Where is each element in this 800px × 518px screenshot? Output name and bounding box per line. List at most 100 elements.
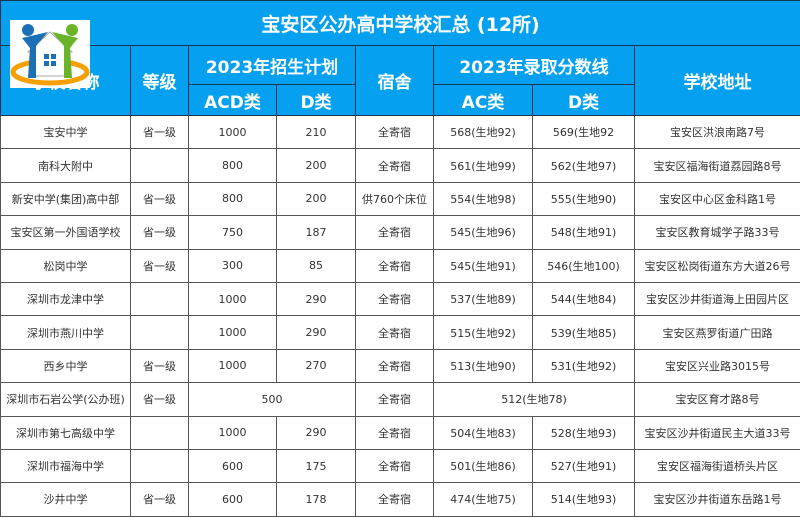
dorm: 全寄宿 — [355, 315, 434, 350]
logo — [10, 20, 90, 88]
score-ac: 501(生地86) — [433, 448, 533, 484]
plan-acd: 1000 — [188, 114, 277, 150]
table-row: 松岗中学 省一级 300 85 全寄宿 545(生地91) 546(生地100) 宝安区松岗街… — [0, 248, 800, 283]
school-name: 深圳市福海中学 — [0, 448, 131, 484]
plan-d: 200 — [276, 148, 356, 183]
plan-acd: 600 — [188, 448, 277, 484]
address: 宝安区燕罗街道广田路 — [633, 315, 800, 350]
school-name: 深圳市龙津中学 — [0, 281, 131, 317]
score-ac: 561(生地99) — [433, 148, 533, 183]
header-address: 学校地址 — [633, 45, 800, 116]
table-row: 深圳市第七高级中学 1000 290 全寄宿 504(生地83) 528(生地93) 宝安区… — [0, 415, 800, 450]
score-d: 562(生地97) — [532, 148, 635, 183]
plan-d: 270 — [276, 348, 356, 384]
level: 省一级 — [130, 248, 189, 283]
level: 省一级 — [130, 181, 189, 217]
dorm: 供760个床位 — [355, 181, 434, 217]
dorm: 全寄宿 — [355, 415, 434, 450]
plan-acd: 600 — [188, 482, 277, 517]
plan-acd: 1000 — [188, 415, 277, 450]
score-ac: 545(生地96) — [433, 215, 533, 250]
school-name: 宝安中学 — [0, 114, 131, 150]
plan-d: 290 — [276, 415, 356, 450]
school-name: 深圳市石岩公学(公办班) — [0, 382, 131, 417]
score-d: 531(生地92) — [532, 348, 635, 384]
table-row: 深圳市燕川中学 1000 290 全寄宿 515(生地92) 539(生地85) 宝安区燕罗… — [0, 315, 800, 350]
plan-d: 175 — [276, 448, 356, 484]
table-row: 西乡中学 省一级 1000 270 全寄宿 513(生地90) 531(生地92) 宝安区兴业… — [0, 348, 800, 384]
table-row: 深圳市龙津中学 1000 290 全寄宿 537(生地89) 544(生地84) 宝安区沙井… — [0, 281, 800, 317]
score-ac: 554(生地98) — [433, 181, 533, 217]
plan-acd: 300 — [188, 248, 277, 283]
dorm: 全寄宿 — [355, 348, 434, 384]
plan-acd: 1000 — [188, 348, 277, 384]
house-people-logo-icon — [10, 24, 90, 86]
plan-d: 210 — [276, 114, 356, 150]
dorm: 全寄宿 — [355, 281, 434, 317]
dorm: 全寄宿 — [355, 215, 434, 250]
score-d: 527(生地91) — [532, 448, 635, 484]
level — [130, 448, 189, 484]
level — [130, 415, 189, 450]
score-d: 569(生地92 — [532, 114, 635, 150]
dorm: 全寄宿 — [355, 114, 434, 150]
address: 宝安区松岗街道东方大道26号 — [633, 248, 800, 283]
dorm: 全寄宿 — [355, 248, 434, 283]
plan-d: 187 — [276, 215, 356, 250]
score-ac: 504(生地83) — [433, 415, 533, 450]
plan-d: 200 — [276, 181, 356, 217]
table-title: 宝安区公办高中学校汇总 (12所) — [0, 0, 800, 46]
plan-acd: 1000 — [188, 281, 277, 317]
table-row: 南科大附中 800 200 全寄宿 561(生地99) 562(生地97) 宝安区福海街道荔… — [0, 148, 800, 183]
address: 宝安区福海街道荔园路8号 — [633, 148, 800, 183]
plan-acd: 800 — [188, 181, 277, 217]
table-row: 深圳市福海中学 600 175 全寄宿 501(生地86) 527(生地91) 宝安区福海街… — [0, 448, 800, 484]
score-d: 548(生地91) — [532, 215, 635, 250]
score-d: 544(生地84) — [532, 281, 635, 317]
table-row: 沙井中学 省一级 600 178 全寄宿 474(生地75) 514(生地93) 宝安区沙井街… — [0, 482, 800, 517]
score-d: 539(生地85) — [532, 315, 635, 350]
address: 宝安区教育城学子路33号 — [633, 215, 800, 250]
school-name: 松岗中学 — [0, 248, 131, 283]
address: 宝安区中心区金科路1号 — [633, 181, 800, 217]
table-row: 深圳市石岩公学(公办班) 省一级 500 全寄宿 512(生地78) 宝安区育才路8号 — [0, 382, 800, 417]
header-d: D类 — [276, 84, 356, 116]
table-row: 宝安区第一外国语学校 省一级 750 187 全寄宿 545(生地96) 548(生地91)… — [0, 215, 800, 250]
score-ac: 545(生地91) — [433, 248, 533, 283]
header-score: 2023年录取分数线 — [433, 45, 635, 85]
school-name: 新安中学(集团)高中部 — [0, 181, 131, 217]
plan-acd: 750 — [188, 215, 277, 250]
plan-d: 178 — [276, 482, 356, 517]
score-ac: 537(生地89) — [433, 281, 533, 317]
school-name: 深圳市第七高级中学 — [0, 415, 131, 450]
header-dorm: 宿舍 — [355, 45, 434, 116]
school-name: 宝安区第一外国语学校 — [0, 215, 131, 250]
header-level: 等级 — [130, 45, 189, 116]
header-plan: 2023年招生计划 — [188, 45, 356, 85]
header-acd: ACD类 — [188, 84, 277, 116]
table-row: 宝安中学 省一级 1000 210 全寄宿 568(生地92) 569(生地92 宝安区洪浪南… — [0, 114, 800, 150]
level — [130, 315, 189, 350]
score-ac: 515(生地92) — [433, 315, 533, 350]
school-name: 南科大附中 — [0, 148, 131, 183]
plan-d: 85 — [276, 248, 356, 283]
plan-d: 290 — [276, 315, 356, 350]
address: 宝安区福海街道桥头片区 — [633, 448, 800, 484]
level: 省一级 — [130, 215, 189, 250]
school-name: 西乡中学 — [0, 348, 131, 384]
plan-acd: 1000 — [188, 315, 277, 350]
score-merged: 512(生地78) — [433, 382, 635, 417]
score-ac: 568(生地92) — [433, 114, 533, 150]
plan-acd: 800 — [188, 148, 277, 183]
address: 宝安区兴业路3015号 — [633, 348, 800, 384]
level: 省一级 — [130, 114, 189, 150]
score-ac: 513(生地90) — [433, 348, 533, 384]
score-d: 528(生地93) — [532, 415, 635, 450]
header-ac: AC类 — [433, 84, 533, 116]
level — [130, 281, 189, 317]
header-d-score: D类 — [532, 84, 635, 116]
school-name: 沙井中学 — [0, 482, 131, 517]
score-d: 546(生地100) — [532, 248, 635, 283]
level: 省一级 — [130, 482, 189, 517]
